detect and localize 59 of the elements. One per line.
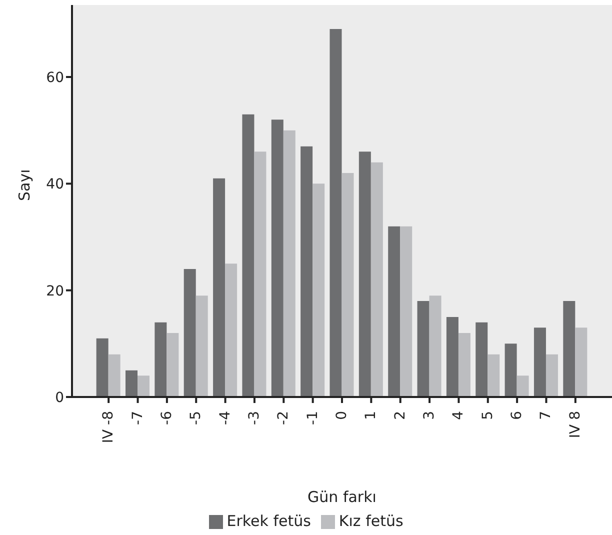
bar	[138, 376, 150, 397]
y-axis-title: Sayı	[15, 169, 34, 201]
x-tick-label: -7	[130, 411, 146, 425]
legend-label: Kız fetüs	[338, 512, 404, 530]
bar	[242, 114, 254, 397]
bar	[575, 328, 588, 397]
bar	[154, 322, 167, 397]
bar	[476, 322, 488, 397]
bar	[225, 264, 238, 397]
bar	[400, 226, 412, 397]
x-tick-label: 2	[392, 411, 408, 420]
y-tick-label: 20	[46, 283, 64, 300]
bar	[429, 296, 442, 397]
y-tick-label: 40	[46, 176, 64, 193]
bar	[213, 178, 226, 397]
x-tick-label: -2	[276, 411, 292, 425]
bar	[458, 333, 470, 397]
x-tick-label: 5	[480, 411, 496, 420]
bar	[370, 162, 383, 397]
x-tick-label: 1	[363, 411, 380, 420]
bar	[312, 184, 325, 397]
x-tick-label: IV -8	[100, 411, 117, 444]
bar	[271, 120, 284, 397]
x-tick-label: 3	[422, 411, 438, 420]
x-tick-label: -5	[188, 411, 204, 425]
bar	[330, 29, 342, 397]
x-tick-label: 6	[509, 410, 526, 420]
bar	[184, 269, 196, 397]
bar	[488, 354, 500, 397]
x-axis-title: Gün farkı	[308, 488, 376, 506]
bar	[417, 301, 430, 397]
bar	[196, 296, 208, 397]
bar	[254, 152, 266, 397]
bar	[358, 152, 371, 397]
y-tick-label: 0	[55, 390, 64, 406]
bar	[108, 354, 120, 397]
x-tick-label: 0	[334, 411, 350, 420]
bar	[126, 370, 138, 397]
bar	[546, 354, 558, 397]
y-tick-label: 60	[46, 70, 64, 86]
x-tick-label: IV 8	[567, 411, 584, 438]
bar	[504, 344, 517, 397]
x-tick-label: 4	[450, 410, 467, 420]
bar	[388, 226, 400, 397]
bar	[446, 317, 458, 397]
bar	[283, 130, 296, 397]
x-tick-label: -6	[158, 410, 175, 425]
bar	[534, 328, 546, 397]
x-tick-label: -1	[304, 411, 321, 425]
x-tick-label: 7	[538, 411, 554, 420]
x-tick-label: -3	[246, 411, 262, 425]
x-tick-label: -4	[217, 410, 234, 425]
bar	[342, 173, 354, 397]
bar	[516, 376, 529, 397]
bar	[300, 146, 313, 397]
bar	[166, 333, 179, 397]
bar	[96, 338, 108, 397]
bar	[563, 301, 576, 397]
legend-label: Erkek fetüs	[226, 512, 311, 530]
